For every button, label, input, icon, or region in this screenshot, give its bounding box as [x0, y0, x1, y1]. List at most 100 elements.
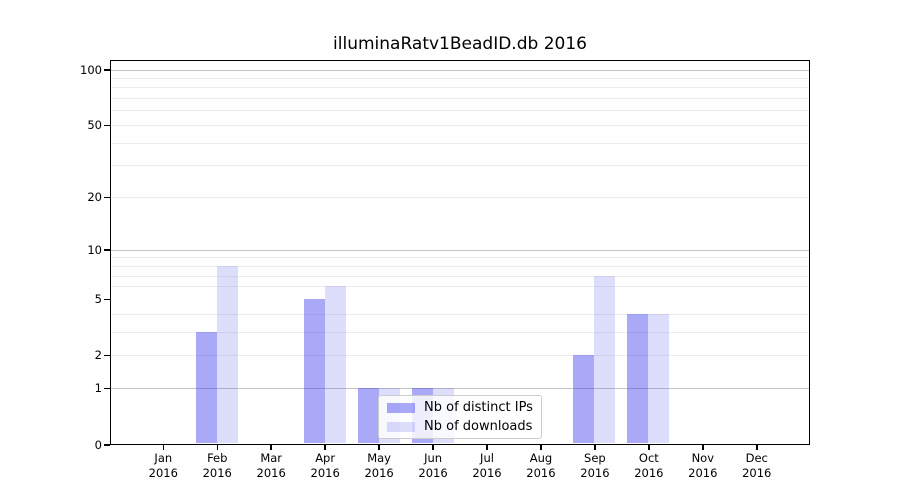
- y-tick-label: 1: [94, 381, 102, 396]
- y-tick-mark: [103, 354, 110, 357]
- x-tick-month: Mar: [260, 451, 283, 465]
- y-tick-label: 100: [80, 62, 102, 77]
- x-tick-year: 2016: [202, 466, 232, 480]
- x-tick-label: Sep 2016: [565, 451, 625, 481]
- y-grid-minor: [111, 331, 809, 333]
- x-tick-year: 2016: [472, 466, 502, 480]
- y-tick-label: 5: [94, 291, 102, 306]
- chart-title: illuminaRatv1BeadID.db 2016: [333, 34, 587, 54]
- x-tick-month: Feb: [207, 451, 228, 465]
- plot-area: [110, 60, 810, 445]
- legend-swatch-distinct-ips: [387, 402, 415, 413]
- bar-downloads-Oct: [648, 313, 670, 443]
- legend-swatch-downloads: [387, 421, 415, 432]
- x-tick-mark: [378, 445, 380, 450]
- x-tick-month: May: [367, 451, 391, 465]
- y-tick-mark: [103, 298, 110, 301]
- x-tick-year: 2016: [688, 466, 718, 480]
- y-grid-minor: [111, 286, 809, 288]
- bar-distinct-ips-Feb: [195, 331, 217, 443]
- bar-distinct-ips-Sep: [573, 355, 595, 443]
- y-grid-minor: [111, 125, 809, 127]
- x-tick-label: Mar 2016: [241, 451, 301, 481]
- x-tick-mark: [756, 445, 758, 450]
- bar-downloads-Apr: [324, 286, 346, 443]
- y-grid-minor: [111, 87, 809, 89]
- x-tick-label: Jan 2016: [133, 451, 193, 481]
- y-grid-minor: [111, 197, 809, 199]
- x-tick-mark: [648, 445, 650, 450]
- y-grid-minor: [111, 165, 809, 167]
- y-grid-minor: [111, 355, 809, 357]
- x-tick-year: 2016: [364, 466, 394, 480]
- x-tick-year: 2016: [580, 466, 610, 480]
- x-tick-year: 2016: [742, 466, 772, 480]
- legend-label-downloads: Nb of downloads: [424, 419, 533, 434]
- y-grid-major: [111, 249, 809, 251]
- y-grid-minor: [111, 98, 809, 100]
- x-tick-label: Jul 2016: [457, 451, 517, 481]
- x-tick-month: Jul: [480, 451, 494, 465]
- x-tick-label: Aug 2016: [511, 451, 571, 481]
- y-grid-major: [111, 69, 809, 71]
- y-grid-minor: [111, 313, 809, 315]
- x-tick-year: 2016: [418, 466, 448, 480]
- y-tick-label: 2: [94, 348, 102, 363]
- x-tick-label: Jun 2016: [403, 451, 463, 481]
- y-tick-mark: [103, 387, 110, 390]
- x-tick-label: Oct 2016: [619, 451, 679, 481]
- x-tick-month: Dec: [745, 451, 768, 465]
- y-tick-label: 10: [87, 242, 102, 257]
- x-tick-month: Apr: [315, 451, 336, 465]
- x-tick-label: May 2016: [349, 451, 409, 481]
- y-grid-minor: [111, 142, 809, 144]
- x-tick-mark: [270, 445, 272, 450]
- y-grid-minor: [111, 275, 809, 277]
- x-tick-month: Aug: [529, 451, 553, 465]
- x-tick-month: Oct: [638, 451, 659, 465]
- x-tick-year: 2016: [256, 466, 286, 480]
- legend-label-distinct-ips: Nb of distinct IPs: [424, 400, 533, 415]
- x-tick-mark: [702, 445, 704, 450]
- bar-distinct-ips-Oct: [627, 313, 649, 443]
- bar-distinct-ips-May: [357, 388, 379, 443]
- x-tick-mark: [324, 445, 326, 450]
- x-tick-label: Apr 2016: [295, 451, 355, 481]
- x-tick-mark: [162, 445, 165, 450]
- bar-downloads-Sep: [594, 275, 616, 443]
- x-tick-year: 2016: [148, 466, 178, 480]
- y-grid-minor: [111, 110, 809, 112]
- x-tick-mark: [540, 445, 542, 450]
- x-tick-label: Nov 2016: [673, 451, 733, 481]
- bar-downloads-Feb: [216, 265, 238, 443]
- x-tick-year: 2016: [634, 466, 664, 480]
- x-tick-month: Sep: [584, 451, 606, 465]
- bar-distinct-ips-Apr: [303, 298, 325, 443]
- x-tick-month: Jun: [424, 451, 443, 465]
- y-tick-label: 0: [94, 437, 102, 452]
- y-tick-mark: [103, 196, 110, 199]
- y-tick-label: 20: [87, 190, 102, 205]
- x-tick-label: Feb 2016: [187, 451, 247, 481]
- x-tick-mark: [432, 445, 434, 450]
- y-tick-mark: [103, 249, 110, 251]
- x-tick-mark: [216, 445, 218, 450]
- x-tick-year: 2016: [526, 466, 556, 480]
- y-tick-mark: [103, 69, 110, 71]
- x-tick-month: Nov: [691, 451, 715, 465]
- y-grid-minor: [111, 265, 809, 267]
- y-grid-minor: [111, 77, 809, 79]
- y-tick-mark: [103, 124, 110, 127]
- legend-item-downloads: Nb of downloads: [387, 419, 533, 434]
- legend: Nb of distinct IPs Nb of downloads: [378, 395, 542, 439]
- y-tick-mark: [103, 444, 110, 446]
- y-grid-major: [111, 388, 809, 390]
- x-tick-month: Jan: [154, 451, 173, 465]
- x-tick-mark: [486, 445, 488, 450]
- x-tick-year: 2016: [310, 466, 340, 480]
- y-grid-minor: [111, 257, 809, 259]
- legend-item-distinct-ips: Nb of distinct IPs: [387, 400, 533, 415]
- x-tick-mark: [594, 445, 596, 450]
- y-tick-label: 50: [87, 118, 102, 133]
